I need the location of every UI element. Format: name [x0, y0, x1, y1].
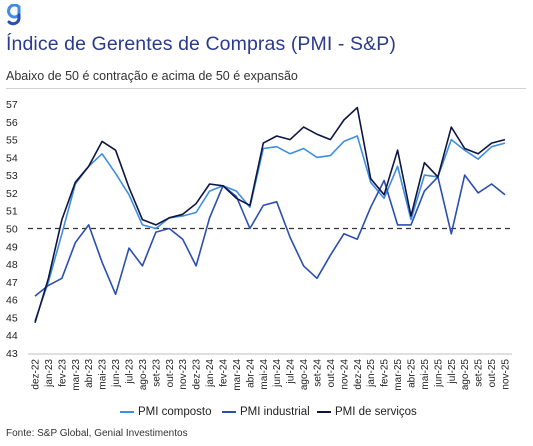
x-tick-label: nov-24: [339, 359, 350, 390]
x-tick-label: jul-23: [125, 359, 136, 385]
x-tick-label: jul-25: [447, 359, 458, 385]
legend-label-servicos: PMI de serviços: [335, 406, 417, 418]
x-tick-label: ago-25: [460, 359, 471, 391]
x-tick-label: jan-24: [205, 359, 216, 388]
x-tick-label: dez-23: [192, 359, 203, 390]
y-tick-label: 51: [6, 206, 18, 218]
chart-legend: PMI composto PMI industrial PMI de servi…: [0, 404, 533, 420]
legend-label-industrial: PMI industrial: [240, 406, 310, 418]
series-line-2: [34, 106, 506, 324]
x-tick-label: mar-25: [393, 359, 404, 391]
x-tick-label: mai-24: [259, 359, 270, 390]
legend-label-composto: PMI composto: [138, 406, 212, 418]
x-tick-label: jan-25: [366, 359, 377, 388]
x-tick-label: abr-24: [245, 359, 256, 388]
x-tick-label: mai-25: [420, 359, 431, 390]
x-tick-label: set-25: [474, 359, 485, 387]
x-tick-label: out-23: [165, 359, 176, 388]
x-tick-label: out-25: [487, 359, 498, 388]
x-tick-label: nov-23: [178, 359, 189, 390]
x-tick-label: dez-22: [31, 359, 42, 390]
legend-swatch-servicos: [317, 411, 331, 413]
company-logo-icon: [7, 4, 21, 26]
x-tick-label: mai-23: [98, 359, 109, 390]
chart-subtitle: Abaixo de 50 é contração e acima de 50 é…: [6, 69, 298, 83]
x-tick-label: out-24: [326, 359, 337, 388]
y-tick-label: 49: [6, 241, 18, 253]
chart-title: Índice de Gerentes de Compras (PMI - S&P…: [6, 33, 396, 55]
x-tick-label: ago-24: [299, 359, 310, 391]
legend-item-industrial: PMI industrial: [222, 404, 310, 420]
legend-item-servicos: PMI de serviços: [317, 404, 417, 420]
y-tick-label: 53: [6, 170, 18, 182]
legend-swatch-composto: [120, 411, 134, 413]
y-tick-label: 45: [6, 312, 18, 324]
x-tick-label: jan-23: [44, 359, 55, 388]
x-tick-label: abr-25: [407, 359, 418, 388]
x-tick-label: dez-24: [353, 359, 364, 390]
legend-swatch-industrial: [222, 411, 236, 413]
y-tick-label: 57: [6, 99, 18, 111]
y-tick-label: 52: [6, 188, 18, 200]
x-tick-label: mar-23: [71, 359, 82, 391]
x-tick-label: nov-25: [501, 359, 512, 390]
x-tick-label: jun-25: [433, 359, 444, 388]
header-divider: [6, 88, 526, 89]
x-tick-label: fev-24: [219, 359, 230, 387]
y-tick-label: 48: [6, 259, 18, 271]
y-tick-label: 43: [6, 348, 18, 360]
x-tick-label: mar-24: [232, 359, 243, 391]
x-tick-label: jul-24: [286, 359, 297, 385]
y-tick-label: 46: [6, 295, 18, 307]
y-tick-label: 44: [6, 330, 18, 342]
y-tick-label: 56: [6, 117, 18, 129]
y-tick-label: 55: [6, 135, 18, 147]
x-tick-label: fev-23: [57, 359, 68, 387]
x-tick-label: set-23: [151, 359, 162, 387]
y-tick-label: 54: [6, 152, 18, 164]
x-tick-label: fev-25: [380, 359, 391, 387]
x-tick-label: jun-24: [272, 359, 283, 388]
y-tick-label: 47: [6, 277, 18, 289]
x-tick-label: ago-23: [138, 359, 149, 391]
x-tick-label: jun-23: [111, 359, 122, 388]
x-tick-label: abr-23: [84, 359, 95, 388]
legend-item-composto: PMI composto: [120, 404, 212, 420]
y-tick-label: 50: [6, 224, 18, 236]
series-line-1: [34, 174, 506, 297]
x-tick-label: set-24: [313, 359, 324, 387]
series-line-0: [34, 135, 506, 322]
source-note: Fonte: S&P Global, Genial Investimentos: [6, 428, 188, 439]
